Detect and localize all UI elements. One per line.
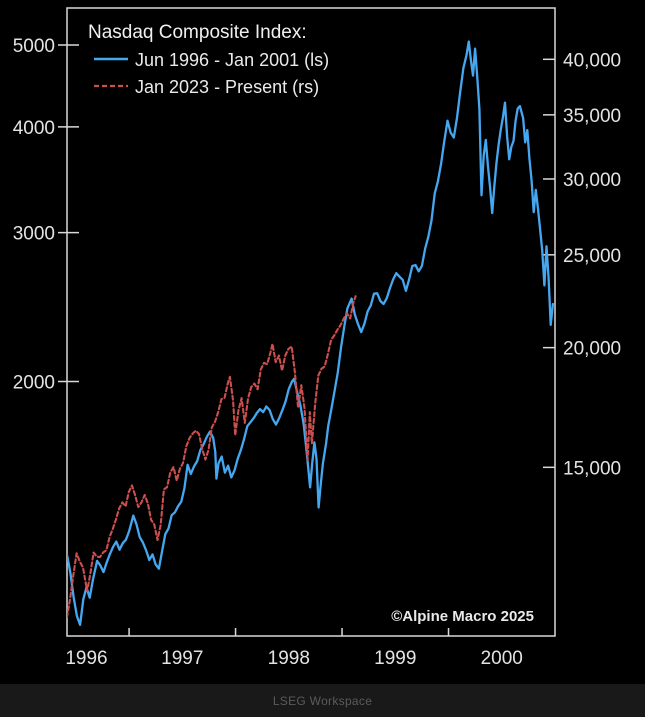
plot-border bbox=[66, 7, 556, 637]
workspace-label: LSEG Workspace bbox=[272, 693, 373, 708]
right-axis-tick-label: 15,000 bbox=[563, 458, 621, 479]
x-axis-year-label: 1996 bbox=[65, 648, 107, 669]
right-axis-tick-label: 40,000 bbox=[563, 50, 621, 71]
nasdaq-comparison-chart: 5000 4000 3000 2000 40,000 35,000 30,000 25,000… bbox=[13, 7, 621, 669]
left-axis-tick-label: 5000 bbox=[13, 36, 55, 57]
legend: Nasdaq Composite Index: Jun 1996 - Jan 2… bbox=[88, 22, 329, 97]
copyright-annotation: ©Alpine Macro 2025 bbox=[391, 608, 534, 625]
right-axis-tick-label: 25,000 bbox=[563, 246, 621, 267]
axes-layer: 5000 4000 3000 2000 40,000 35,000 30,000 25,000… bbox=[13, 36, 621, 669]
series-line-2023-present bbox=[67, 295, 357, 619]
workspace-status-bar: LSEG Workspace bbox=[0, 684, 645, 717]
right-axis-tick-label: 30,000 bbox=[563, 170, 621, 191]
left-axis-tick-label: 2000 bbox=[13, 372, 55, 393]
x-axis-year-label: 1998 bbox=[268, 648, 310, 669]
right-axis-tick-label: 20,000 bbox=[563, 339, 621, 360]
left-axis-tick-label: 3000 bbox=[13, 224, 55, 245]
series-line-1996-2001 bbox=[67, 40, 555, 626]
x-axis-year-label: 1997 bbox=[161, 648, 203, 669]
x-axis-year-label: 1999 bbox=[374, 648, 416, 669]
chart-title: Nasdaq Composite Index: bbox=[88, 22, 307, 43]
series-layer bbox=[67, 40, 555, 626]
right-axis-tick-label: 35,000 bbox=[563, 106, 621, 127]
x-axis-year-label: 2000 bbox=[481, 648, 523, 669]
legend-label-2023-period: Jan 2023 - Present (rs) bbox=[135, 77, 319, 97]
left-axis-tick-label: 4000 bbox=[13, 118, 55, 139]
legend-label-1996-period: Jun 1996 - Jan 2001 (ls) bbox=[135, 50, 329, 70]
